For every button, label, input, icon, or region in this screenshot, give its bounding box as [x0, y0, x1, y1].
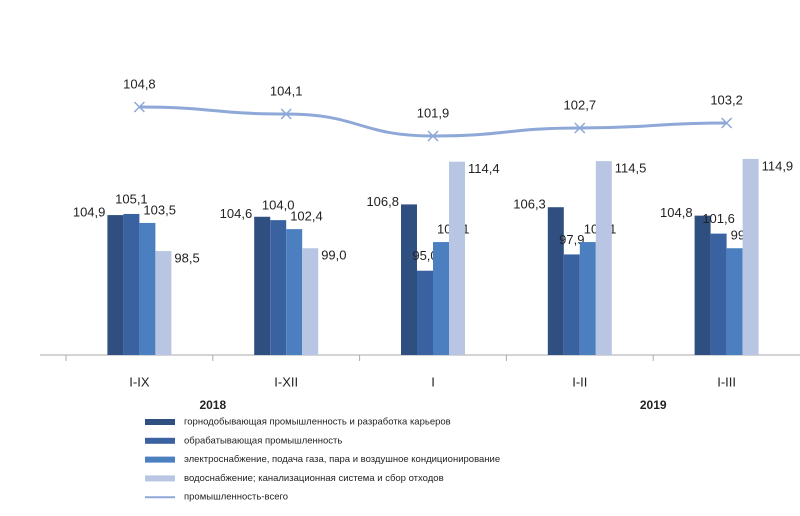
data-label: 105,1 [115, 191, 148, 206]
bar [270, 220, 287, 355]
data-label: 95,0 [412, 248, 437, 263]
bar [401, 204, 417, 355]
legend-swatch [145, 437, 175, 444]
bar [579, 242, 596, 355]
bar [302, 248, 319, 355]
data-label: 102,7 [564, 97, 597, 112]
line-marker [280, 108, 292, 120]
bar [449, 161, 465, 355]
group-label: 2019 [640, 398, 667, 412]
x-tick-label: I [431, 374, 435, 389]
data-label: 102,4 [290, 209, 323, 224]
legend-label: промышленность-всего [184, 492, 288, 503]
legend-label: водоснабжение; канализационная система и… [184, 473, 444, 484]
data-label: 104,0 [262, 198, 295, 213]
legend-swatch [145, 456, 175, 463]
data-label: 104,6 [220, 206, 253, 221]
data-label: 104,8 [123, 76, 156, 91]
data-label: 114,5 [615, 161, 647, 176]
data-label: 103,5 [143, 202, 176, 217]
legend-swatch [145, 475, 175, 482]
bar [595, 161, 612, 355]
data-label: 104,1 [270, 83, 303, 98]
x-tick-label: I-II [572, 374, 587, 389]
data-label: 101,6 [702, 211, 735, 226]
data-label: 106,3 [513, 197, 546, 212]
line-marker [721, 117, 733, 129]
group-label: 2018 [199, 398, 226, 412]
bar [742, 158, 759, 355]
bar [694, 215, 711, 355]
line-marker [133, 101, 145, 113]
line-marker [574, 122, 586, 134]
legend-swatch [145, 419, 175, 425]
line-marker [427, 130, 439, 142]
bar [433, 242, 449, 355]
data-label: 98,5 [174, 250, 199, 265]
bar [547, 207, 564, 355]
legend-label: обрабатывающая промышленность [184, 435, 342, 446]
legend-label: электроснабжение, подача газа, пара и во… [184, 454, 500, 465]
bar [726, 248, 743, 355]
bar [155, 251, 172, 355]
legend-label: горнодобывающая промышленность и разрабо… [184, 417, 451, 428]
bar [710, 233, 727, 355]
x-tick-label: I-XII [274, 374, 298, 389]
bar [563, 254, 580, 355]
bar [107, 215, 124, 355]
bar [254, 216, 271, 355]
data-label: 104,9 [73, 205, 106, 220]
bar [139, 222, 156, 355]
data-label: 106,8 [366, 194, 399, 209]
data-label: 114,4 [468, 161, 500, 176]
data-label: 101,9 [417, 105, 450, 120]
bar [286, 229, 303, 355]
x-tick-label: I-IX [129, 374, 150, 389]
data-label: 114,9 [762, 158, 794, 173]
bar [123, 213, 140, 355]
data-label: 99,0 [321, 248, 346, 263]
x-tick-label: I-III [717, 374, 736, 389]
data-label: 104,8 [660, 205, 693, 220]
data-label: 97,9 [559, 232, 584, 247]
data-label: 103,2 [710, 92, 743, 107]
bar [417, 270, 433, 355]
